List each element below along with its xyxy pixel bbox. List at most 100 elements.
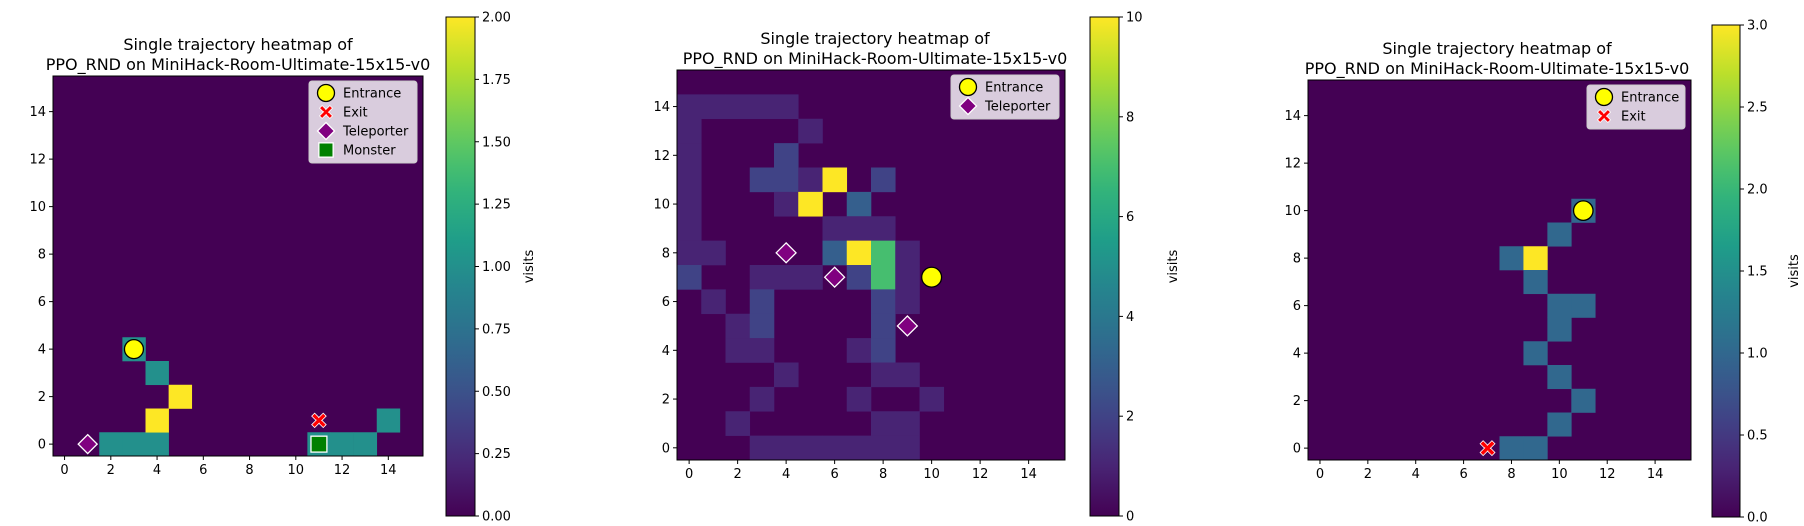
heatmap-cell <box>749 289 775 315</box>
y-tick-label: 0 <box>662 441 670 456</box>
x-tick-label: 8 <box>879 467 887 482</box>
heatmap-cell <box>1523 436 1548 461</box>
chart-title-line-2: PPO_RND on MiniHack-Room-Ultimate-15x15-… <box>1305 59 1690 79</box>
colorbar-tick-label: 3.0 <box>1747 19 1768 34</box>
heatmap-cell <box>725 313 751 339</box>
heatmap-cell <box>1547 365 1572 390</box>
y-tick-label: 4 <box>1293 347 1301 362</box>
legend-monster-label: Monster <box>343 144 396 159</box>
heatmap-cell <box>895 265 920 290</box>
heatmap-cell <box>725 338 751 363</box>
y-tick-label: 2 <box>662 393 670 408</box>
heatmap-cell <box>1571 293 1596 318</box>
heatmap-cell <box>846 265 872 290</box>
heatmap-cell <box>677 143 702 168</box>
y-tick-label: 14 <box>653 100 670 115</box>
heatmap-cell <box>1523 341 1548 366</box>
y-tick-label: 2 <box>1293 394 1301 409</box>
heatmap-cell <box>145 361 169 386</box>
heatmap-cell <box>677 191 702 217</box>
legend-exit-icon-fill <box>1598 110 1610 122</box>
y-tick-label: 6 <box>38 295 46 310</box>
x-tick-label: 4 <box>1412 467 1420 482</box>
monster-marker <box>310 435 328 453</box>
colorbar-tick-label: 1.75 <box>482 73 511 88</box>
y-tick-label: 8 <box>1293 252 1301 267</box>
legend-exit-icon-fill <box>320 106 332 118</box>
x-tick-label: 12 <box>972 467 989 482</box>
exit-marker <box>311 412 327 429</box>
legend-box <box>308 80 418 164</box>
heatmap-cell <box>798 265 823 290</box>
legend-exit-label: Exit <box>1621 110 1646 125</box>
x-tick-label: 14 <box>1020 467 1037 482</box>
heatmap-cell <box>846 386 872 412</box>
legend-exit-label: Exit <box>343 106 368 121</box>
y-tick-label: 6 <box>662 295 670 310</box>
legend-entrance-label: Entrance <box>1621 91 1679 106</box>
y-tick-label: 12 <box>1284 157 1301 172</box>
heatmap-cell <box>677 94 702 120</box>
heatmap-cell <box>846 191 872 217</box>
colorbar-tick-label: 8 <box>1126 110 1134 125</box>
legend: Entrance Exit Teleporter Monster <box>308 80 418 164</box>
colorbar: 0.0 0.5 1.0 1.5 2.0 2.5 3.0 visits <box>1711 19 1802 526</box>
colorbar-scale <box>1089 16 1120 517</box>
heatmap-cell <box>871 216 896 241</box>
heatmap-cell <box>701 240 726 266</box>
legend-box <box>950 74 1060 120</box>
x-tick-label: 10 <box>1551 467 1568 482</box>
y-tick-label: 6 <box>1293 299 1301 314</box>
teleporter-marker <box>77 433 99 455</box>
heatmap-cell <box>677 265 702 290</box>
legend-teleporter-icon <box>316 121 336 141</box>
colorbar-tick-label: 1.50 <box>482 135 511 150</box>
x-tick-label: 6 <box>830 467 838 482</box>
heatmap-cell <box>871 167 896 193</box>
heatmap-cell <box>871 362 896 388</box>
heatmap-cell <box>798 435 823 461</box>
heatmap-cell <box>871 240 896 266</box>
colorbar-tick-label: 6 <box>1126 210 1134 225</box>
legend: Entrance Exit <box>1586 84 1686 130</box>
x-tick-label: 8 <box>1507 467 1515 482</box>
heatmap-cell <box>330 432 354 457</box>
legend: Entrance Teleporter <box>950 74 1060 120</box>
heatmap-cell <box>798 118 823 144</box>
legend-exit-icon <box>318 104 334 120</box>
exit-marker <box>1479 440 1496 457</box>
heatmap-cell <box>677 118 702 144</box>
heatmap-cell <box>846 435 872 461</box>
teleporter-marker <box>775 241 797 264</box>
x-tick-label: 14 <box>380 463 397 478</box>
colorbar-tick-label: 1.0 <box>1747 347 1768 362</box>
y-tick-label: 10 <box>653 198 670 213</box>
plot-frame <box>1307 79 1692 461</box>
entrance-marker <box>123 338 145 360</box>
teleporter-marker <box>823 266 846 289</box>
heatmap-cell <box>168 384 193 409</box>
heatmap-cell <box>1547 293 1572 318</box>
heatmap-cell <box>798 167 823 193</box>
heatmap-cell <box>677 216 702 241</box>
x-tick-label: 2 <box>1364 467 1372 482</box>
x-tick-label: 10 <box>288 463 305 478</box>
heatmap-cell <box>122 432 146 457</box>
legend-teleporter-label: Teleporter <box>984 100 1051 115</box>
heatmap-cell <box>774 265 799 290</box>
y-tick-label: 14 <box>1284 109 1301 124</box>
chart-title-line-2: PPO_RND on MiniHack-Room-Ultimate-15x15-… <box>46 55 431 75</box>
heatmap-cell <box>846 338 872 363</box>
colorbar: 0 2 4 6 8 10 visits <box>1089 11 1181 525</box>
heatmap-cell <box>895 240 920 266</box>
heatmap-cell <box>871 338 896 363</box>
y-tick-label: 10 <box>29 200 46 215</box>
heatmap-cell <box>774 435 799 461</box>
colorbar-tick-label: 1.00 <box>482 260 511 275</box>
heatmap-cell <box>822 435 848 461</box>
x-tick-label: 0 <box>60 463 68 478</box>
x-tick-label: 0 <box>685 467 693 482</box>
heatmap-cell <box>353 432 378 457</box>
y-tick-label: 0 <box>38 438 46 453</box>
